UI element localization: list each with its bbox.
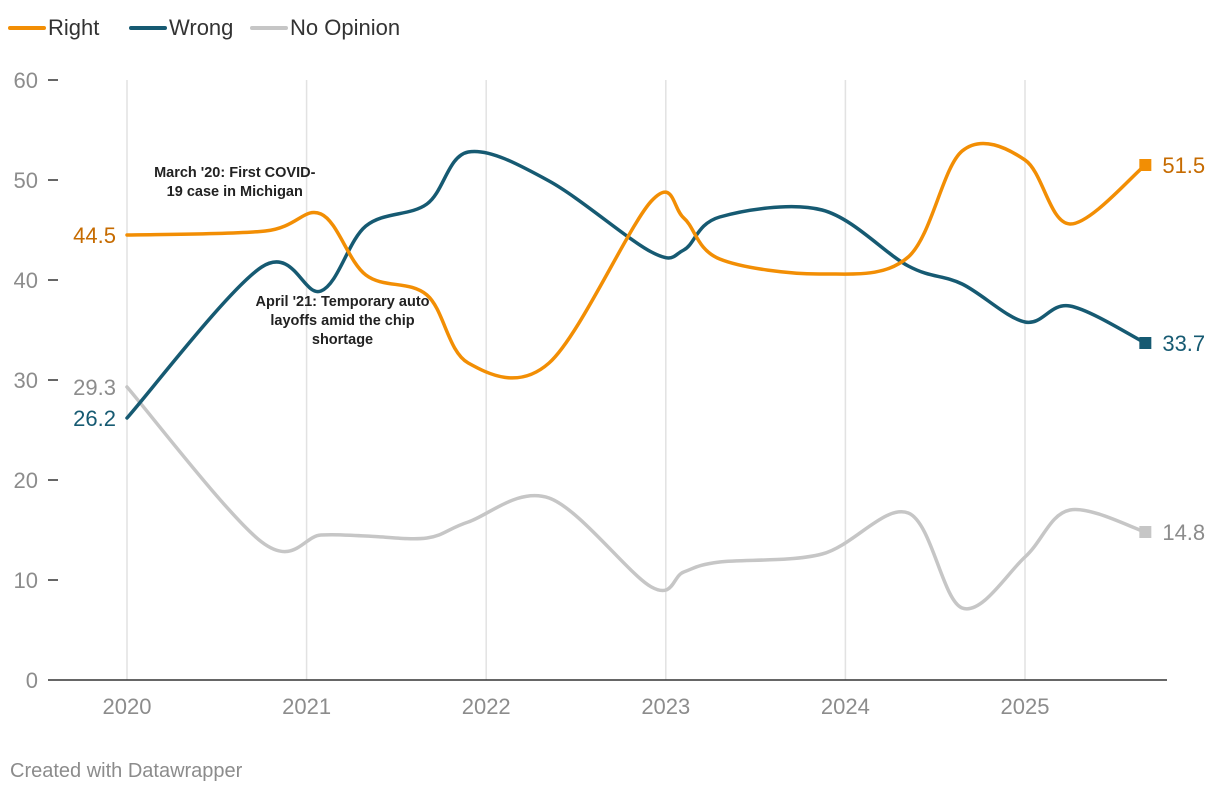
y-tick-label-20: 20 [14,468,38,493]
x-axis: 2020 2021 2022 2023 2024 2025 [48,679,1167,719]
annotations: March '20: First COVID- 19 case in Michig… [154,165,430,348]
end-label-wrong: 33.7 [1162,331,1205,356]
legend: Right Wrong No Opinion [8,15,400,40]
series-line-no-opinion [125,385,1148,611]
annotation-0-line-1: 19 case in Michigan [167,184,303,200]
annotation-1: April '21: Temporary auto layoffs amid th… [256,294,430,348]
annotation-0-line-0: March '20: First COVID- [154,165,316,181]
series-line-right [125,141,1148,380]
y-tick-label-60: 60 [14,68,38,93]
x-tick-label-2021: 2021 [282,694,331,719]
start-label-right: 44.5 [73,223,116,248]
y-tick-label-40: 40 [14,268,38,293]
series-lines [125,141,1152,611]
footer-credit: Created with Datawrapper [10,760,243,782]
y-axis: 0 10 20 30 40 50 60 [14,68,58,693]
legend-label-0: Right [48,15,99,40]
end-marker-right [1139,159,1152,171]
annotation-0: March '20: First COVID- 19 case in Michig… [154,165,316,200]
gridlines [126,80,1026,680]
annotation-1-line-1: layoffs amid the chip [270,313,414,329]
x-tick-label-2025: 2025 [1001,694,1050,719]
series-line-wrong [125,149,1148,420]
x-tick-label-2023: 2023 [641,694,690,719]
legend-label-2: No Opinion [290,15,400,40]
y-tick-label-10: 10 [14,568,38,593]
annotation-1-line-0: April '21: Temporary auto [256,294,430,310]
y-tick-label-30: 30 [14,368,38,393]
x-tick-label-2024: 2024 [821,694,870,719]
y-tick-label-50: 50 [14,168,38,193]
end-label-no-opinion: 14.8 [1162,520,1205,545]
value-labels: 44.5 51.5 26.2 33.7 29.3 14.8 [73,153,1205,545]
x-tick-label-2022: 2022 [462,694,511,719]
legend-label-1: Wrong [169,15,233,40]
annotation-1-line-2: shortage [312,332,373,348]
start-label-no-opinion: 29.3 [73,375,116,400]
start-label-wrong: 26.2 [73,406,116,431]
end-marker-wrong [1139,337,1152,349]
y-tick-label-0: 0 [26,668,38,693]
x-tick-label-2020: 2020 [103,694,152,719]
end-marker-no-opinion [1139,526,1152,538]
end-label-right: 51.5 [1162,153,1205,178]
